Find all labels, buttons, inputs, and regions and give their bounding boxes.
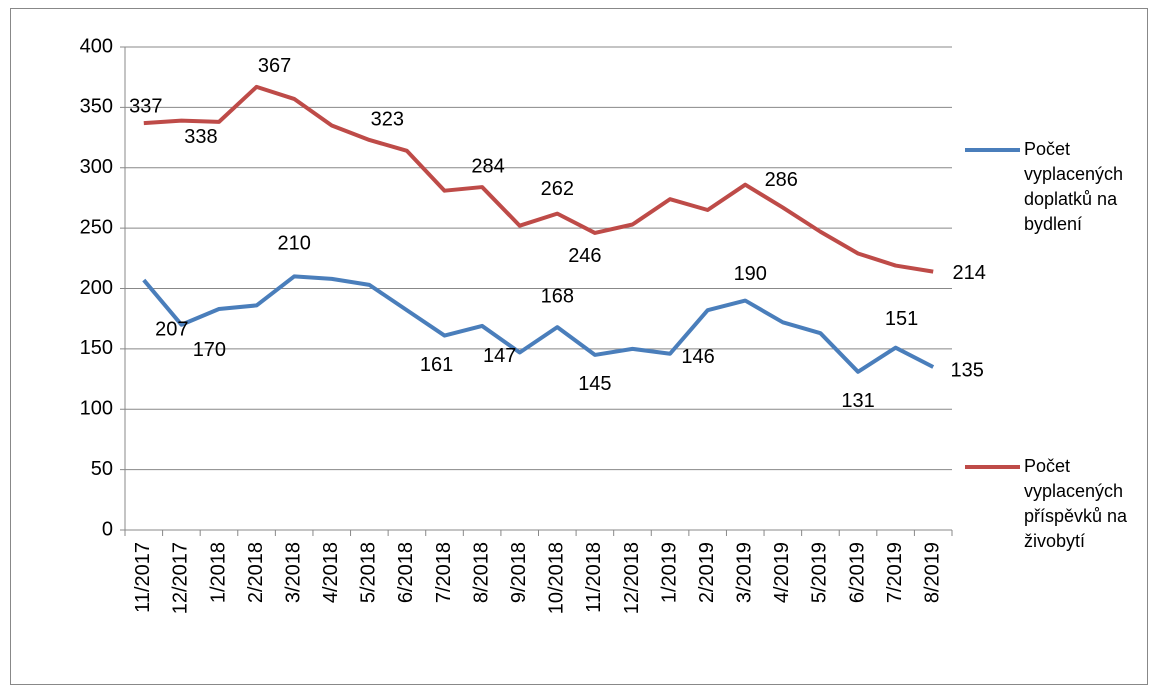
data-label: 246 — [568, 245, 601, 267]
x-tick-label: 4/2019 — [771, 542, 793, 603]
legend-label: Počet vyplacených příspěvků na živobytí — [1024, 456, 1128, 551]
x-tick-label: 2/2018 — [245, 542, 267, 603]
x-tick-label: 5/2019 — [809, 542, 831, 603]
data-label: 286 — [765, 169, 798, 191]
data-label: 131 — [841, 390, 874, 412]
data-label: 135 — [951, 359, 984, 381]
data-label: 338 — [184, 126, 217, 148]
data-label: 323 — [371, 108, 404, 130]
data-label: 337 — [129, 95, 162, 117]
data-label: 170 — [193, 339, 226, 361]
data-label: 214 — [953, 262, 986, 284]
data-label: 147 — [483, 345, 516, 367]
data-label: 210 — [277, 233, 310, 255]
chart-border — [10, 8, 1148, 685]
x-tick-label: 7/2019 — [884, 542, 906, 603]
x-tick-label: 8/2019 — [921, 542, 943, 603]
data-label: 207 — [155, 318, 188, 340]
data-label: 145 — [578, 373, 611, 395]
x-tick-label: 1/2018 — [207, 542, 229, 603]
x-tick-label: 9/2018 — [508, 542, 530, 603]
data-label: 262 — [541, 178, 574, 200]
y-tick-label: 400 — [80, 35, 113, 57]
x-tick-label: 3/2019 — [734, 542, 756, 603]
series-line — [142, 274, 935, 374]
data-label: 151 — [885, 308, 918, 330]
x-tick-label: 12/2018 — [621, 542, 643, 614]
y-tick-label: 100 — [80, 398, 113, 420]
y-tick-label: 300 — [80, 156, 113, 178]
x-tick-label: 4/2018 — [320, 542, 342, 603]
x-tick-label: 7/2018 — [433, 542, 455, 603]
y-tick-label: 150 — [80, 337, 113, 359]
x-tick-label: 3/2018 — [282, 542, 304, 603]
x-tick-label: 12/2017 — [170, 542, 192, 614]
x-tick-label: 2/2019 — [696, 542, 718, 603]
x-tick-label: 6/2019 — [846, 542, 868, 603]
x-tick-label: 8/2018 — [470, 542, 492, 603]
x-tick-label: 10/2018 — [546, 542, 568, 614]
y-tick-label: 350 — [80, 96, 113, 118]
y-tick-label: 200 — [80, 277, 113, 299]
data-label: 367 — [258, 55, 291, 77]
y-tick-label: 0 — [102, 518, 113, 540]
y-tick-label: 50 — [91, 458, 113, 480]
data-label: 168 — [541, 285, 574, 307]
x-tick-label: 11/2017 — [132, 542, 154, 613]
x-tick-label: 6/2018 — [395, 542, 417, 603]
data-label: 284 — [471, 155, 504, 177]
data-label: 146 — [681, 346, 714, 368]
legend-label: Počet vyplacených doplatků na bydlení — [1024, 139, 1124, 234]
x-tick-label: 1/2019 — [658, 542, 680, 603]
x-tick-label: 5/2018 — [358, 542, 380, 603]
data-label: 190 — [734, 263, 767, 285]
x-tick-label: 11/2018 — [583, 542, 605, 613]
y-tick-label: 250 — [80, 216, 113, 238]
data-label: 161 — [420, 354, 453, 376]
series-line — [143, 84, 934, 274]
